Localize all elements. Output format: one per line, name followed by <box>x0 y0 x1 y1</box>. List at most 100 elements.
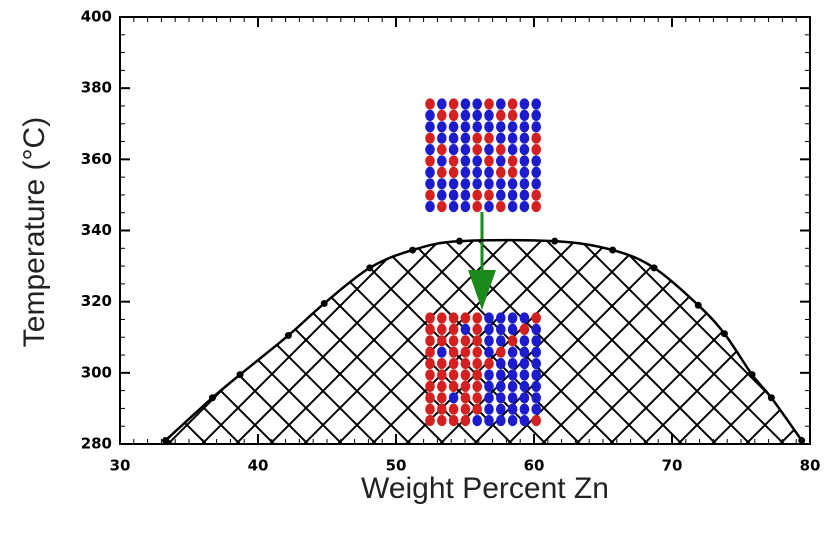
atom <box>472 144 482 155</box>
atom <box>461 381 471 392</box>
atom <box>437 133 447 144</box>
y-tick-label: 360 <box>81 150 112 168</box>
atom <box>449 381 459 392</box>
atom <box>472 110 482 121</box>
y-tick-label: 280 <box>81 435 112 453</box>
atom <box>437 392 447 403</box>
x-tick-label: 30 <box>110 457 131 475</box>
atom <box>425 312 435 323</box>
atom <box>472 167 482 178</box>
atom <box>484 415 494 426</box>
atom <box>425 201 435 212</box>
atom <box>531 178 541 189</box>
atom <box>484 404 494 415</box>
atom <box>461 133 471 144</box>
atom <box>437 404 447 415</box>
atom <box>531 358 541 369</box>
atom <box>484 155 494 166</box>
atom <box>496 133 506 144</box>
atom <box>531 190 541 201</box>
atom <box>496 110 506 121</box>
y-tick-label: 340 <box>81 221 112 239</box>
y-tick-label: 380 <box>81 79 112 97</box>
atom <box>437 167 447 178</box>
atom <box>425 98 435 109</box>
atom <box>520 155 530 166</box>
atom <box>461 190 471 201</box>
atom <box>449 369 459 380</box>
atom <box>461 121 471 132</box>
atom <box>472 178 482 189</box>
atom <box>520 381 530 392</box>
atom <box>449 335 459 346</box>
atom <box>461 178 471 189</box>
atom <box>496 155 506 166</box>
atom <box>484 167 494 178</box>
atom <box>472 98 482 109</box>
atom <box>437 312 447 323</box>
point <box>209 394 216 401</box>
atom <box>484 312 494 323</box>
atom <box>531 347 541 358</box>
atom <box>425 335 435 346</box>
atom <box>531 110 541 121</box>
atom <box>496 324 506 335</box>
atom <box>484 392 494 403</box>
atom <box>437 190 447 201</box>
atom <box>508 144 518 155</box>
atom <box>437 98 447 109</box>
atom <box>484 335 494 346</box>
x-tick-label: 60 <box>524 457 545 475</box>
atom <box>449 110 459 121</box>
atom <box>531 312 541 323</box>
atom <box>496 381 506 392</box>
atom <box>508 312 518 323</box>
atom <box>508 201 518 212</box>
atom <box>472 335 482 346</box>
x-tick-label: 80 <box>800 457 821 475</box>
point <box>162 437 169 444</box>
atom <box>472 201 482 212</box>
atom <box>461 144 471 155</box>
atom <box>449 358 459 369</box>
atom <box>449 312 459 323</box>
atom <box>472 369 482 380</box>
x-tick-label: 70 <box>662 457 683 475</box>
atom <box>520 98 530 109</box>
x-axis-label: Weight Percent Zn <box>361 472 609 505</box>
atom <box>496 144 506 155</box>
atom <box>520 335 530 346</box>
atom <box>508 133 518 144</box>
atom <box>496 121 506 132</box>
atom <box>437 369 447 380</box>
atom <box>461 324 471 335</box>
atom <box>531 98 541 109</box>
atom <box>508 392 518 403</box>
atom <box>496 190 506 201</box>
atom <box>531 201 541 212</box>
atom <box>461 392 471 403</box>
atom <box>484 178 494 189</box>
atom <box>496 369 506 380</box>
atom <box>520 369 530 380</box>
atom <box>425 144 435 155</box>
atom <box>437 144 447 155</box>
atom <box>531 369 541 380</box>
atom <box>472 415 482 426</box>
atom <box>484 347 494 358</box>
atom <box>484 133 494 144</box>
atom <box>449 121 459 132</box>
atom <box>425 155 435 166</box>
atom <box>437 110 447 121</box>
atom <box>472 155 482 166</box>
atom <box>472 190 482 201</box>
atom <box>484 358 494 369</box>
atom <box>520 415 530 426</box>
atom <box>461 155 471 166</box>
atom <box>496 404 506 415</box>
atom <box>508 190 518 201</box>
atom <box>520 404 530 415</box>
atom <box>437 381 447 392</box>
atom <box>425 190 435 201</box>
atom <box>520 347 530 358</box>
